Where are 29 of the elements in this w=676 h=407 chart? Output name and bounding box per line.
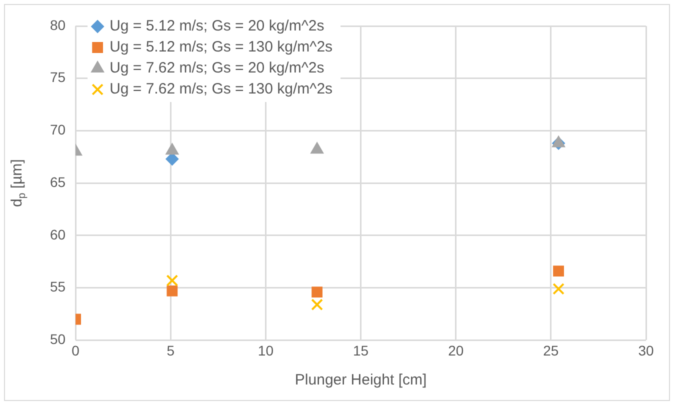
- point: [312, 286, 323, 298]
- y-tick-label: 75: [50, 69, 66, 86]
- y-tick-label: 60: [50, 226, 66, 242]
- y-tick-label: 70: [50, 122, 66, 138]
- x-tick-label: 25: [543, 342, 559, 358]
- point: [166, 274, 178, 286]
- x-tick-label: 30: [638, 342, 654, 358]
- legend-label: Ug = 5.12 m/s; Gs = 130 kg/m^2s: [110, 38, 333, 56]
- legend-label: Ug = 7.62 m/s; Gs = 20 kg/m^2s: [110, 60, 324, 77]
- x-tick-label: 20: [448, 342, 464, 358]
- legend-label: Ug = 7.62 m/s; Gs = 130 kg/m^2s: [110, 80, 333, 98]
- point: [166, 286, 178, 296]
- y-tick-label: 65: [50, 174, 66, 190]
- y-tick-label: 50: [50, 331, 66, 348]
- x-tick-label: 10: [258, 342, 274, 358]
- y-tick-label: 55: [50, 278, 66, 295]
- x-axis-title: Plunger Height [cm]: [294, 371, 427, 388]
- y-axis-title: dp [µm]: [8, 159, 28, 208]
- point: [310, 142, 324, 154]
- y-tick-label: 80: [50, 16, 66, 33]
- point: [552, 136, 566, 148]
- x-tick-label: 15: [352, 342, 369, 358]
- point: [552, 282, 564, 295]
- x-tick-label: 5: [166, 342, 175, 358]
- point: [311, 298, 324, 311]
- point: [166, 143, 179, 155]
- legend-label: Ug = 5.12 m/s; Gs = 20 kg/m^2s: [110, 18, 324, 35]
- x-tick-label: 0: [72, 342, 80, 358]
- point: [553, 266, 564, 277]
